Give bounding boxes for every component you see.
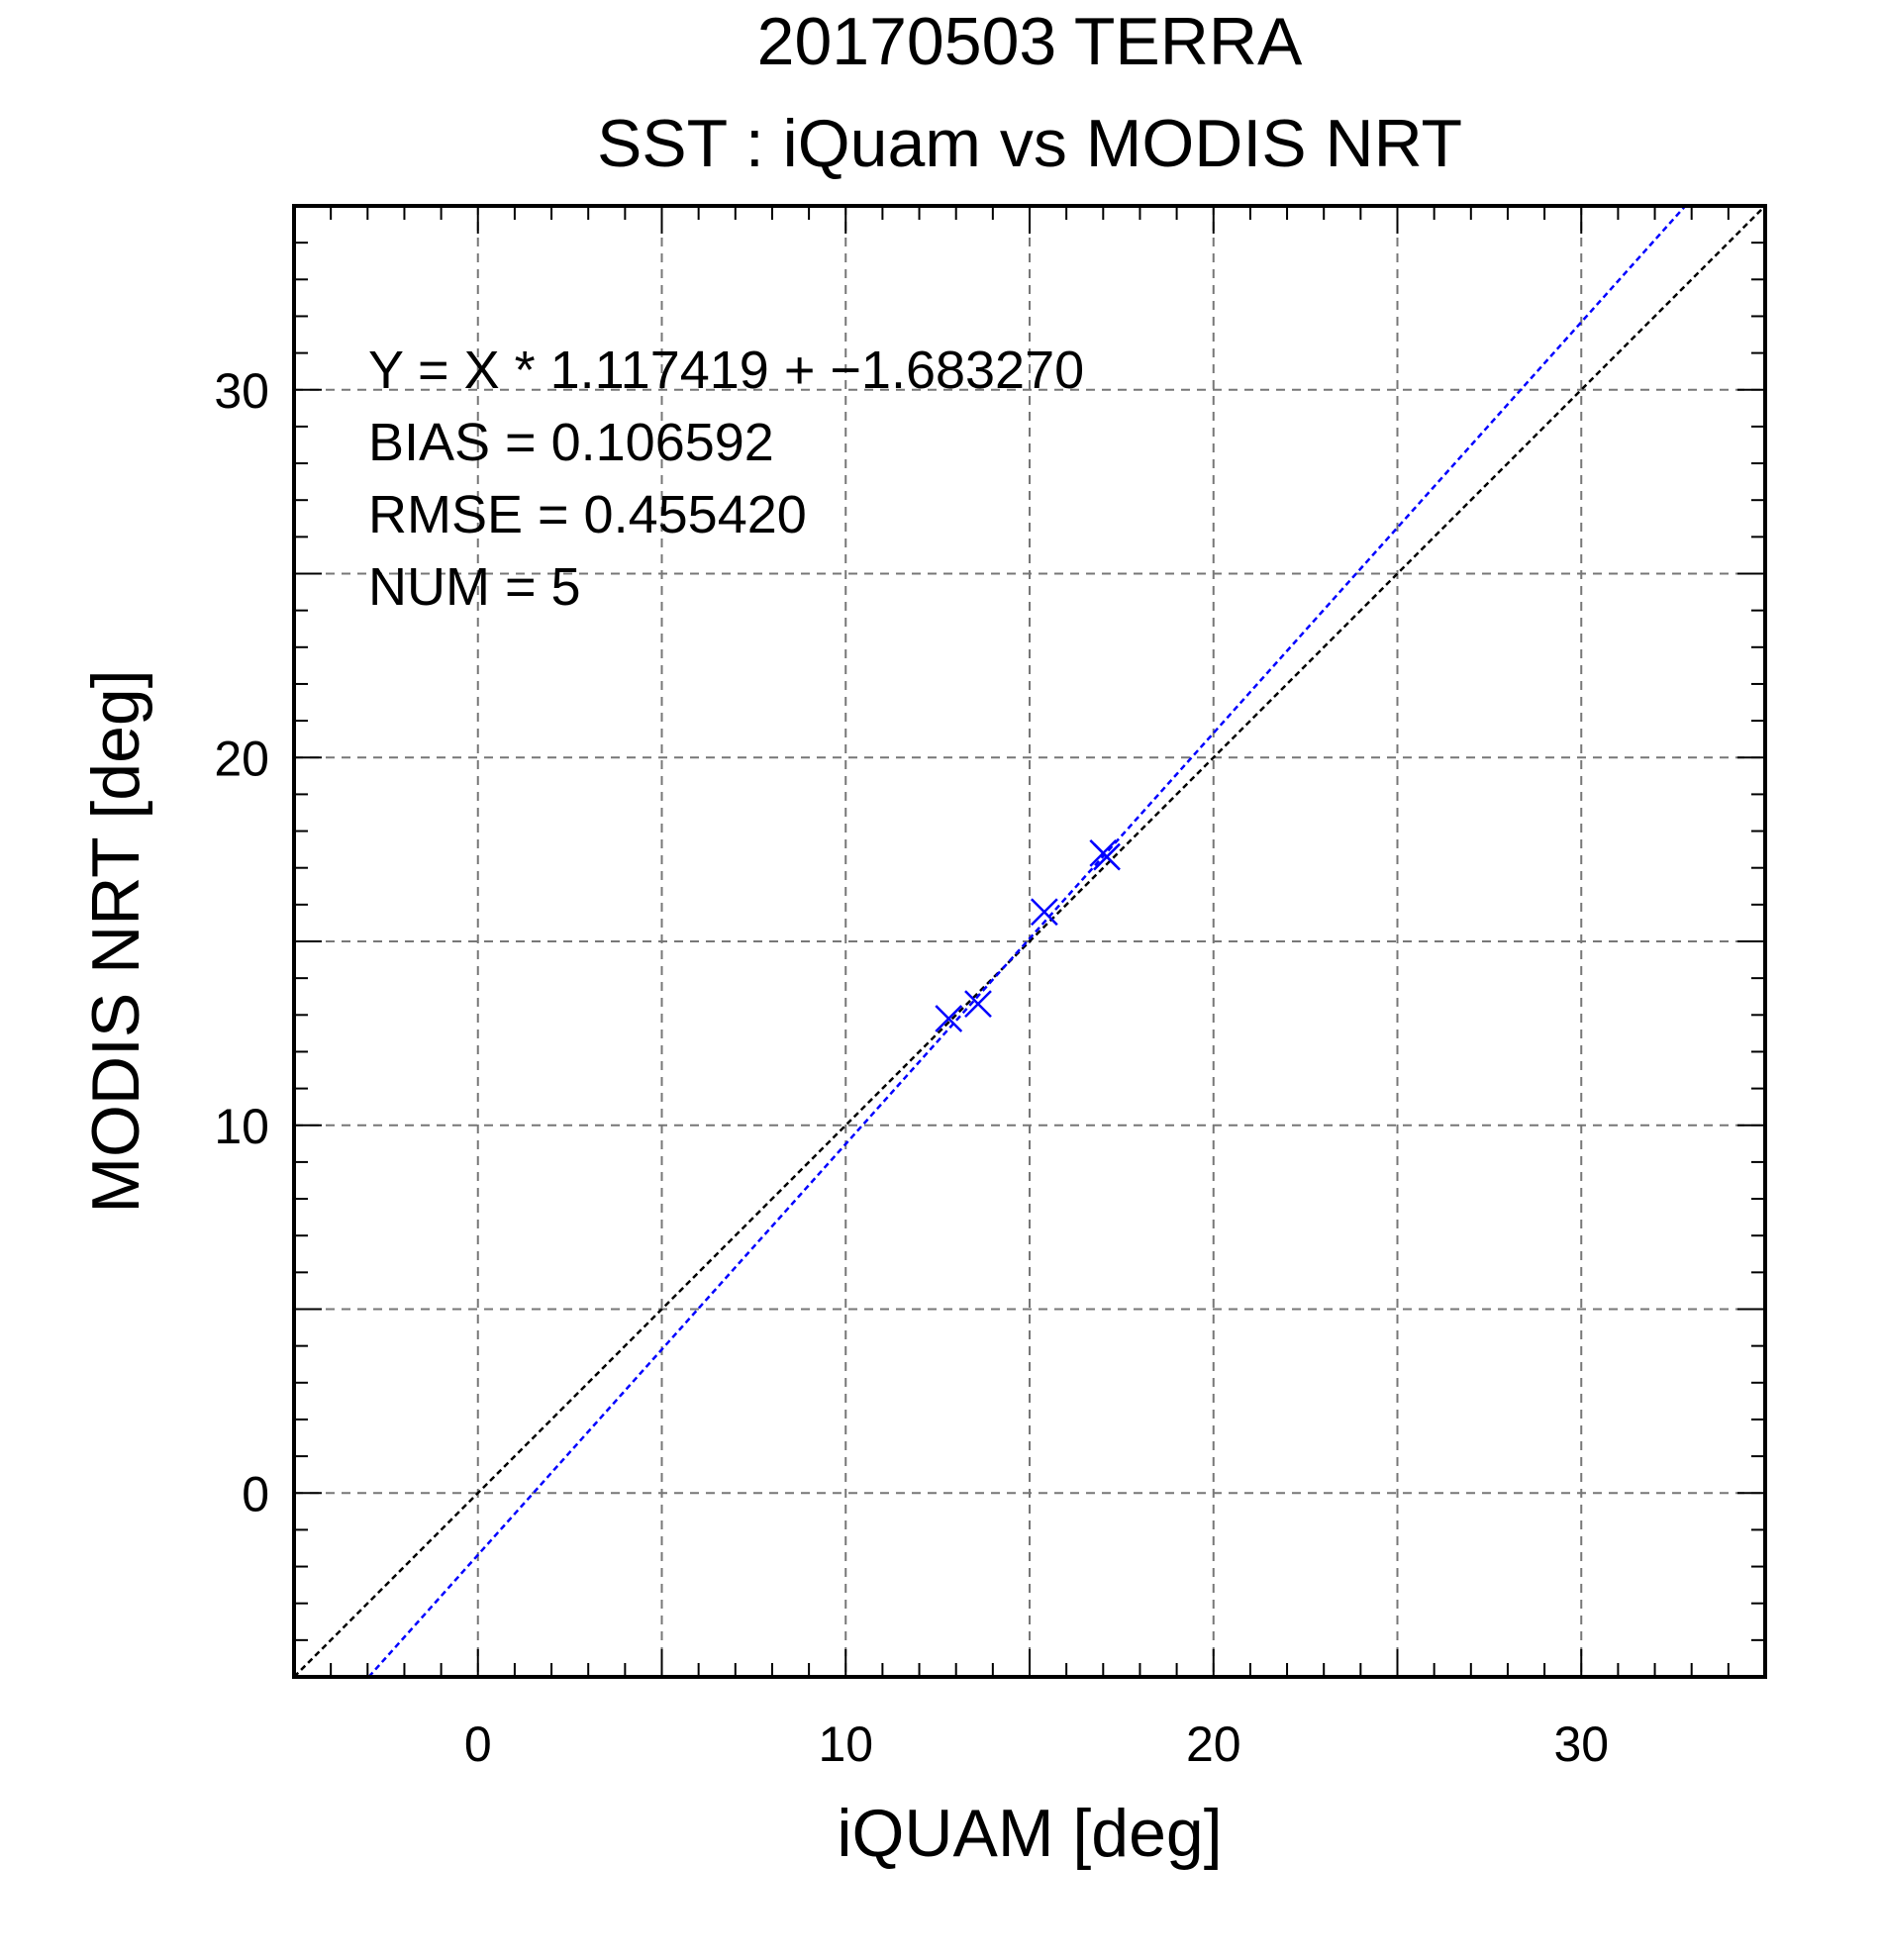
axis-ticks — [293, 205, 1766, 1678]
data-point — [1093, 842, 1121, 871]
data-point — [964, 990, 992, 1019]
data-point-stroke — [1093, 842, 1121, 871]
data-point-stroke — [1030, 898, 1058, 927]
y-axis-label: MODIS NRT [deg] — [78, 669, 153, 1213]
data-points — [935, 838, 1121, 1032]
data-point-stroke — [964, 990, 992, 1019]
identity-line — [293, 205, 1766, 1678]
data-point — [1030, 898, 1058, 927]
stats-line: NUM = 5 — [368, 557, 581, 617]
y-tick-label: 30 — [214, 363, 269, 419]
reference-lines — [293, 205, 1766, 1678]
data-point — [935, 1005, 963, 1032]
stats-line: RMSE = 0.455420 — [368, 485, 807, 544]
plot-frame — [292, 204, 1767, 1679]
chart-title: 20170503 TERRA — [757, 4, 1303, 79]
regression-line — [367, 205, 1687, 1678]
stats-line: Y = X * 1.117419 + −1.683270 — [368, 341, 1084, 400]
x-tick-label: 20 — [1186, 1716, 1241, 1772]
x-tick-label: 10 — [818, 1716, 873, 1772]
y-tick-label: 10 — [214, 1099, 269, 1154]
x-axis-label: iQUAM [deg] — [837, 1796, 1222, 1871]
chart-subtitle: SST : iQuam vs MODIS NRT — [597, 106, 1462, 181]
tick-labels: 0 10 20 30 0 10 20 30 — [214, 363, 1609, 1772]
y-tick-label: 20 — [214, 731, 269, 786]
y-tick-label: 0 — [242, 1466, 269, 1521]
x-tick-label: 0 — [464, 1716, 492, 1772]
stats-annotation: Y = X * 1.117419 + −1.683270 BIAS = 0.106… — [368, 341, 1084, 617]
data-point-stroke — [935, 1005, 963, 1032]
stats-line: BIAS = 0.106592 — [368, 413, 774, 472]
x-tick-label: 30 — [1553, 1716, 1609, 1772]
